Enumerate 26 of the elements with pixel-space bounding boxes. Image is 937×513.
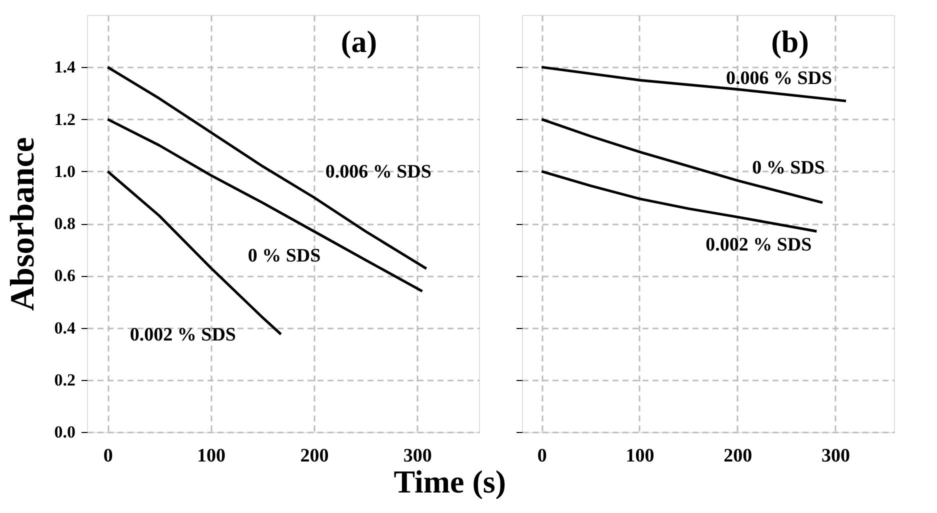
- x-tick-label: 200: [724, 446, 752, 466]
- x-axis-title: Time (s): [394, 464, 506, 500]
- y-axis-title: Absorbance: [4, 137, 42, 311]
- x-tick-label: 0: [103, 446, 113, 466]
- y-tick-label: 0.8: [54, 214, 76, 233]
- x-tick-label: 300: [403, 446, 432, 466]
- y-tick-label: 0.2: [54, 370, 76, 390]
- y-tick-label: 1.2: [54, 110, 76, 129]
- x-tick-label: 300: [822, 446, 850, 466]
- series-label: 0.002 % SDS: [130, 324, 236, 346]
- series-label: 0.006 % SDS: [726, 68, 832, 90]
- series-label: 0 % SDS: [248, 245, 321, 266]
- y-tick-label: 0.4: [54, 318, 76, 338]
- x-tick-label: 100: [197, 446, 226, 466]
- x-tick-label: 100: [626, 446, 654, 466]
- y-tick-label: 1.0: [54, 162, 76, 181]
- x-tick-label: 0: [537, 446, 547, 466]
- series-label: 0.006 % SDS: [325, 162, 432, 183]
- chart-title: (b): [771, 24, 809, 59]
- y-tick-label: 0.6: [54, 266, 76, 286]
- series-label: 0.002 % SDS: [706, 234, 812, 256]
- chart-title: (a): [340, 24, 378, 59]
- y-tick-label: 0.0: [54, 422, 76, 442]
- y-tick-label: 1.4: [54, 58, 76, 77]
- x-tick-label: 200: [300, 446, 329, 466]
- series-label: 0 % SDS: [752, 158, 825, 179]
